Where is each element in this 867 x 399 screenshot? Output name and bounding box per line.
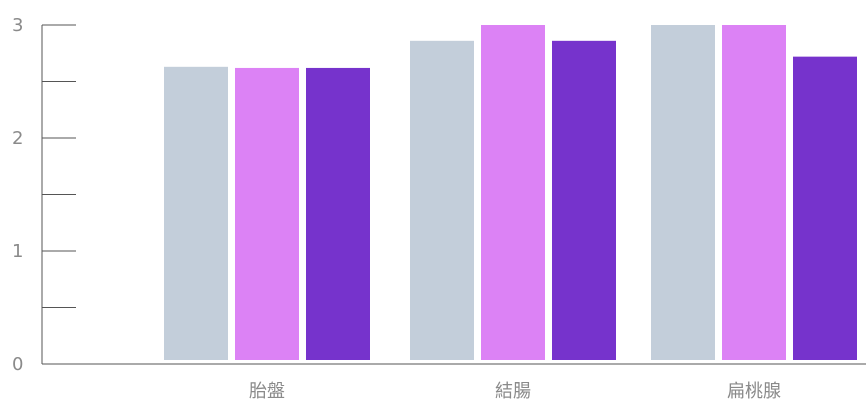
y-axis: 0 1 2 3 [12, 15, 76, 375]
bar [722, 25, 786, 360]
bar [552, 40, 616, 360]
x-tick-label: 扁桃腺 [727, 381, 781, 399]
bar [410, 40, 474, 360]
y-tick-label: 2 [12, 128, 23, 149]
bar [651, 25, 715, 360]
bar [481, 25, 545, 360]
y-tick-label: 3 [12, 15, 23, 36]
bar [306, 67, 370, 360]
y-tick-label: 0 [12, 354, 23, 375]
y-tick-label: 1 [12, 241, 23, 262]
bars [164, 25, 857, 360]
x-axis: 胎盤 結腸 扁桃腺 [42, 363, 866, 399]
bar [793, 56, 857, 360]
x-tick-label: 胎盤 [249, 381, 285, 399]
bar [235, 67, 299, 360]
bar [164, 66, 228, 360]
x-tick-label: 結腸 [495, 381, 531, 399]
